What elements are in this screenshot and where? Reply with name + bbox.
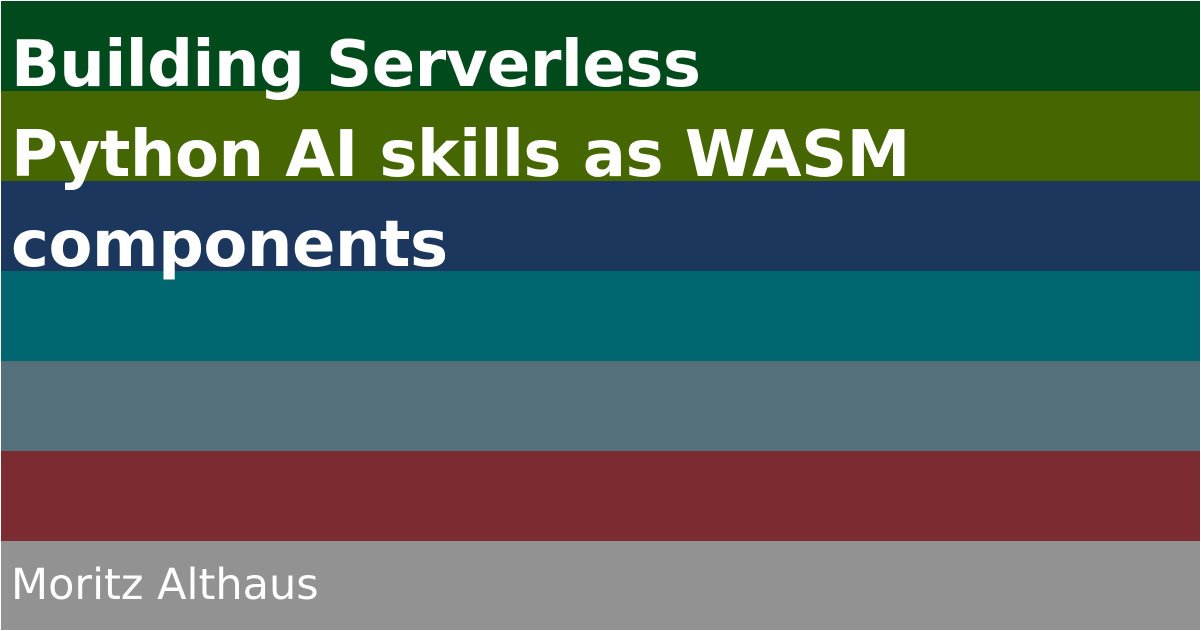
stripe-dark-green: [1, 1, 1200, 91]
title-line-1: Building Serverless: [11, 28, 701, 102]
stripe-gray: [1, 541, 1200, 630]
stripe-navy: [1, 181, 1200, 271]
stripe-teal: [1, 271, 1200, 361]
page-title: Building Serverless Python AI skills as …: [11, 20, 910, 290]
title-line-2: Python AI skills as WASM: [11, 118, 910, 192]
author-name: Moritz Althaus: [11, 560, 319, 610]
stripe-olive-green: [1, 91, 1200, 181]
stripe-maroon: [1, 451, 1200, 541]
title-line-3: components: [11, 208, 448, 282]
stripe-slate: [1, 361, 1200, 451]
